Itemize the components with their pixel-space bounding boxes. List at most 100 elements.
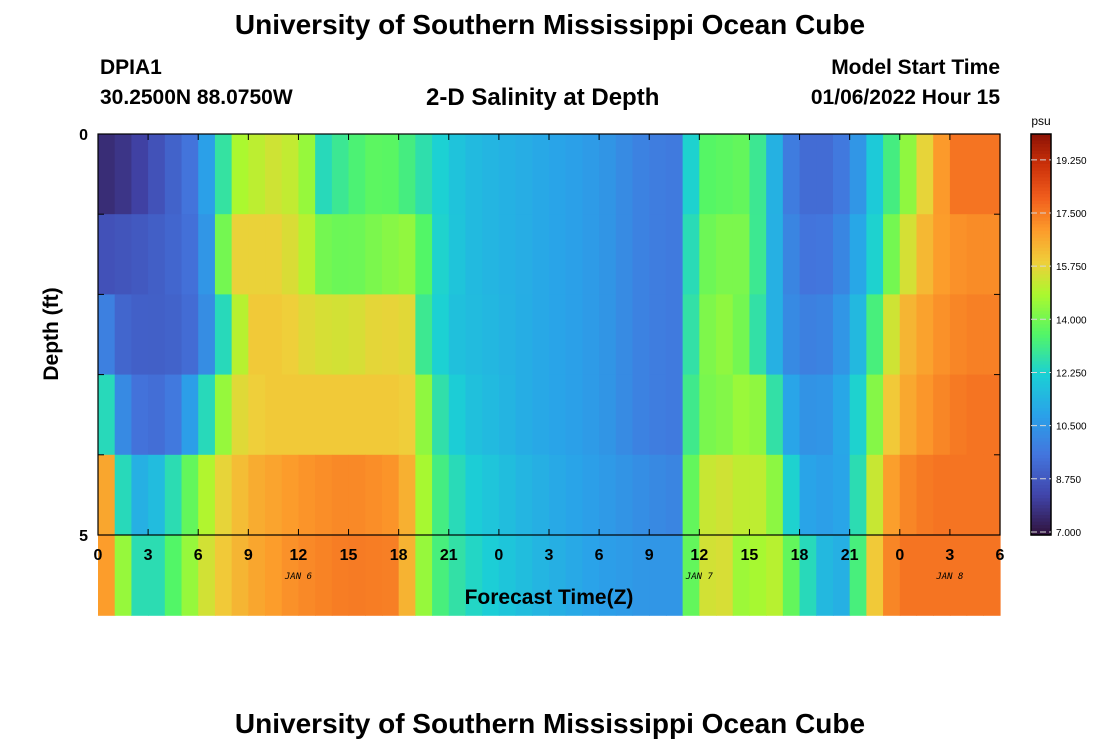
heat-cell: [532, 294, 550, 376]
colorbar-segment: [1031, 451, 1051, 456]
heat-cell: [782, 535, 801, 616]
heat-cell: [348, 374, 366, 456]
heat-cell: [398, 454, 416, 536]
heat-cell: [164, 294, 183, 376]
heat-cell: [381, 535, 400, 616]
heat-cell: [682, 374, 700, 456]
heat-cell: [281, 294, 300, 376]
heat-cell: [398, 214, 416, 295]
heat-cell: [214, 294, 233, 376]
colorbar-tick-label: 12.250: [1056, 368, 1087, 379]
x-axis-label: Forecast Time(Z): [465, 586, 634, 609]
heat-cell: [599, 134, 617, 215]
colorbar-segment: [1031, 154, 1051, 158]
colorbar-segment: [1031, 351, 1051, 356]
heat-cell: [348, 214, 366, 295]
heat-cell: [365, 294, 383, 376]
colorbar-segment: [1031, 214, 1051, 219]
colorbar-segment: [1031, 357, 1051, 362]
colorbar-segment: [1031, 458, 1051, 463]
heat-cell: [114, 134, 132, 215]
heat-cell: [632, 535, 650, 616]
day-label: JAN 7: [685, 572, 714, 582]
colorbar-segment: [1031, 331, 1051, 336]
colorbar-segment: [1031, 260, 1051, 265]
heat-cell: [665, 134, 684, 215]
heat-cell: [331, 535, 350, 616]
model-start-label: Model Start Time: [831, 56, 1000, 79]
colorbar-segment: [1031, 381, 1051, 386]
colorbar-segment: [1031, 374, 1051, 379]
heat-cell: [114, 214, 132, 295]
colorbar-segment: [1031, 341, 1051, 346]
heat-cell: [498, 134, 517, 215]
heat-cell: [298, 535, 316, 616]
colorbar-tick-label: 14.000: [1056, 315, 1087, 326]
heat-cell: [732, 535, 751, 616]
heat-cell: [248, 294, 266, 376]
colorbar-segment: [1031, 367, 1051, 372]
heat-cell: [665, 374, 684, 456]
colorbar-segment: [1031, 190, 1051, 195]
heat-cell: [515, 134, 533, 215]
heat-cell: [98, 294, 116, 376]
heat-cell: [231, 374, 249, 456]
colorbar-segment: [1031, 364, 1051, 369]
heat-cell: [315, 134, 333, 215]
heat-cell: [582, 454, 600, 536]
heat-cell: [983, 374, 1001, 456]
colorbar-segment: [1031, 321, 1051, 326]
heat-cell: [549, 214, 567, 295]
colorbar-segment: [1031, 334, 1051, 339]
heat-cell: [98, 535, 116, 616]
heat-cell: [716, 535, 734, 616]
heat-cell: [298, 294, 316, 376]
heat-cell: [164, 134, 183, 215]
heat-cell: [281, 454, 300, 536]
heat-cell: [649, 214, 667, 295]
colorbar-segment: [1031, 424, 1051, 429]
x-tick-label: 0: [895, 547, 904, 564]
colorbar-segment: [1031, 387, 1051, 392]
heat-cell: [582, 294, 600, 376]
x-tick-label: 18: [791, 547, 809, 564]
heat-cell: [515, 535, 533, 616]
heat-cell: [949, 294, 968, 376]
heat-cell: [615, 535, 634, 616]
heat-cell: [582, 214, 600, 295]
heat-cell: [448, 214, 467, 295]
colorbar-segment: [1031, 384, 1051, 389]
heat-cell: [649, 374, 667, 456]
heat-cell: [148, 214, 166, 295]
heat-cell: [699, 214, 717, 295]
heat-cell: [131, 535, 149, 616]
page-title: University of Southern Mississippi Ocean…: [234, 9, 866, 40]
heat-cell: [716, 454, 734, 536]
colorbar-segment: [1031, 481, 1051, 486]
colorbar-tick-label: 19.250: [1056, 156, 1087, 167]
colorbar-segment: [1031, 514, 1051, 519]
colorbar-segment: [1031, 271, 1051, 275]
heat-cell: [164, 454, 183, 536]
heat-cell: [983, 134, 1001, 215]
heat-cell: [732, 294, 751, 376]
heat-cell: [565, 134, 583, 215]
heat-cell: [98, 134, 116, 215]
heat-cell: [532, 134, 550, 215]
heat-cell: [198, 454, 216, 536]
heat-cell: [966, 535, 984, 616]
heat-cell: [532, 454, 550, 536]
heat-cell: [983, 214, 1001, 295]
colorbar-segment: [1031, 247, 1051, 252]
heat-cell: [966, 214, 984, 295]
x-tick-label: 12: [290, 547, 308, 564]
heat-cell: [816, 294, 834, 376]
heat-cell: [983, 454, 1001, 536]
colorbar-segment: [1031, 254, 1051, 259]
heat-cell: [214, 535, 233, 616]
heat-cell: [164, 374, 183, 456]
colorbar-segment: [1031, 197, 1051, 202]
x-tick-label: 3: [545, 547, 554, 564]
x-tick-label: 3: [945, 547, 954, 564]
heat-cell: [432, 134, 450, 215]
